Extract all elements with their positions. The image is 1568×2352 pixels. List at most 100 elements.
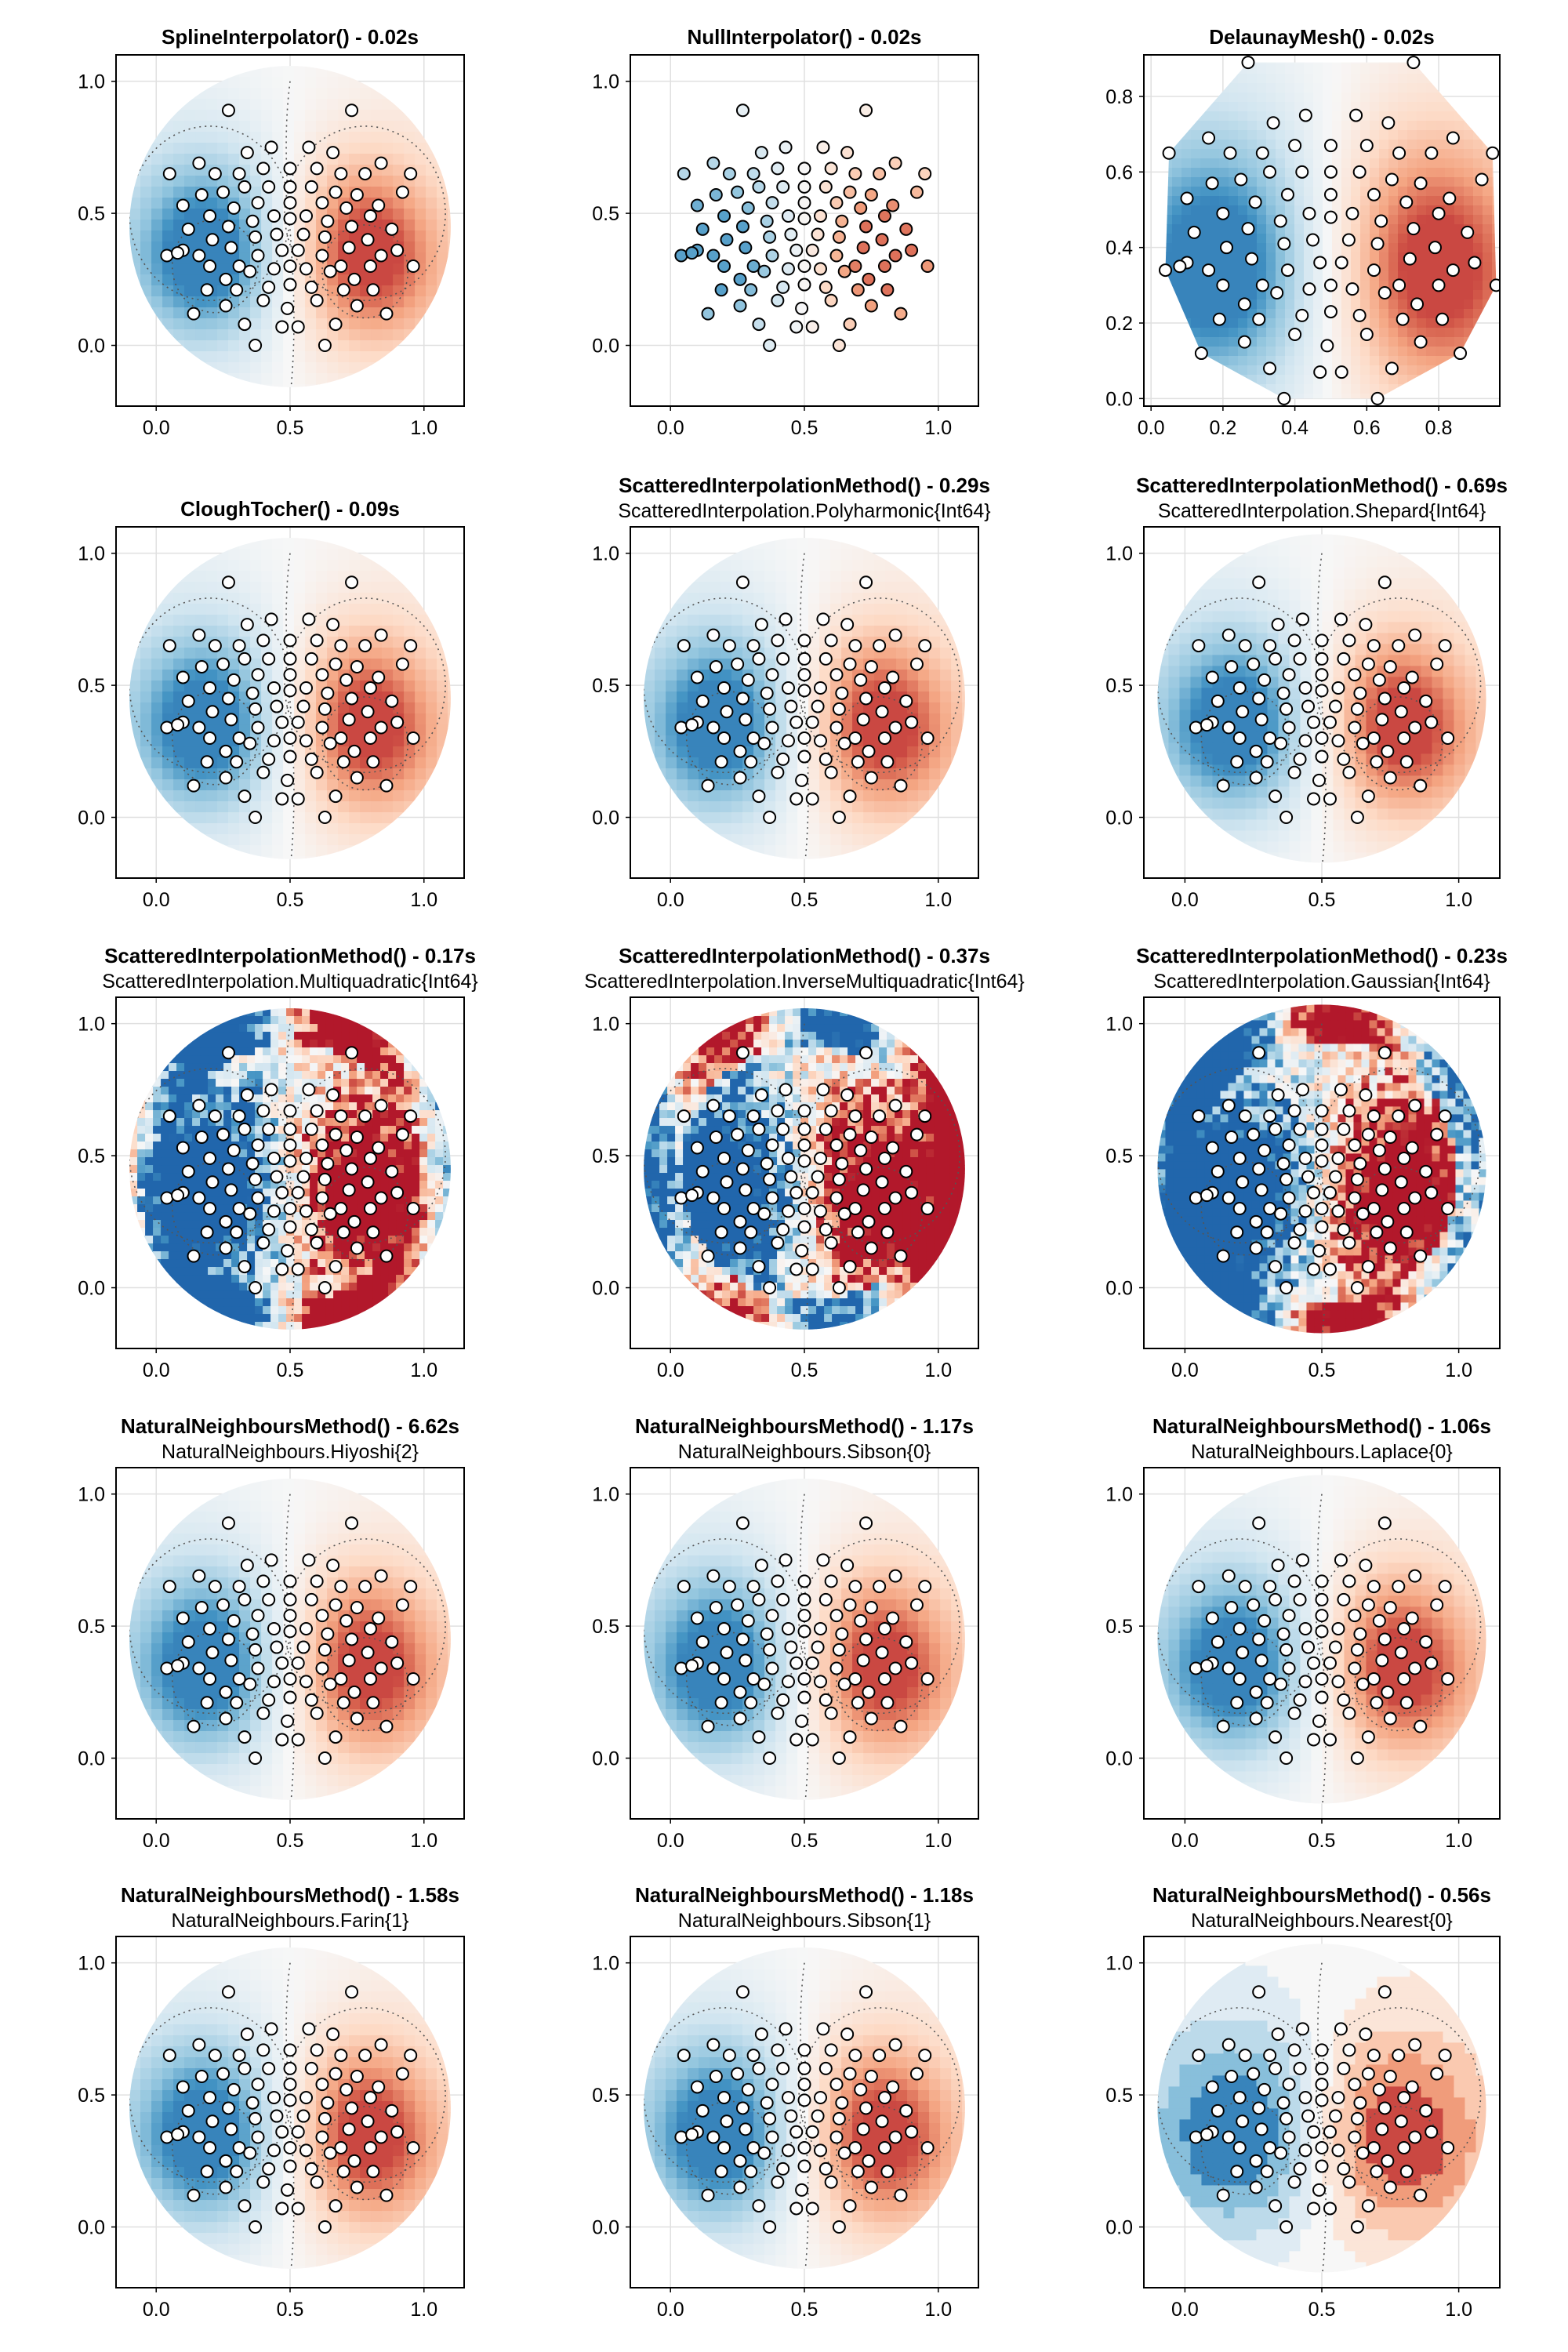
sensor-marker xyxy=(1399,1225,1414,1240)
sensor-marker xyxy=(318,339,332,353)
sensor-marker xyxy=(385,1635,399,1649)
sensor-marker xyxy=(695,222,710,236)
sensor-marker xyxy=(374,1569,388,1583)
sensor-marker xyxy=(746,259,760,273)
sensor-marker xyxy=(318,1751,332,1766)
sensor-marker xyxy=(205,1175,220,1189)
interpolated-field xyxy=(644,538,965,859)
sensor-marker xyxy=(1361,1260,1375,1274)
sensor-marker xyxy=(227,1143,241,1157)
sensor-marker xyxy=(829,668,844,682)
sensor-marker xyxy=(267,262,281,276)
sensor-marker xyxy=(873,639,887,653)
sensor-marker xyxy=(283,684,297,698)
sensor-marker xyxy=(1432,206,1446,220)
sensor-marker xyxy=(1230,755,1244,769)
sensor-marker xyxy=(1377,1162,1392,1176)
y-tick-label: 0.0 xyxy=(1105,1748,1133,1770)
sensor-marker xyxy=(339,1613,354,1628)
sensor-marker xyxy=(374,1098,388,1112)
sensor-marker xyxy=(230,283,244,297)
sensor-marker xyxy=(760,1627,774,1641)
sensor-marker xyxy=(374,628,388,642)
sensor-marker xyxy=(862,1214,876,1229)
sensor-marker xyxy=(848,259,862,273)
sensor-marker xyxy=(1216,779,1230,793)
sensor-marker xyxy=(1361,1127,1375,1142)
sensor-marker xyxy=(832,2220,846,2234)
sensor-marker xyxy=(1438,2049,1452,2063)
sensor-markers xyxy=(674,1516,935,1766)
sensor-marker xyxy=(283,1671,297,1686)
sensor-marker xyxy=(192,1569,206,1583)
sensor-marker xyxy=(1414,2188,1428,2202)
sensor-marker xyxy=(1315,652,1329,666)
sensor-marker xyxy=(208,167,222,181)
sensor-marker xyxy=(249,702,263,716)
sensor-marker xyxy=(1269,1260,1283,1274)
sensor-marker xyxy=(1342,2043,1356,2057)
y-tick-label: 1.0 xyxy=(1105,1014,1133,1036)
sensor-marker xyxy=(245,1627,260,1641)
sensor-marker xyxy=(746,1109,760,1123)
sensor-marker xyxy=(848,1201,862,1215)
sensor-marker xyxy=(843,1598,857,1612)
sensor-marker xyxy=(1377,575,1392,590)
sensor-marker xyxy=(342,713,356,727)
x-tick-label: 0.0 xyxy=(143,889,170,911)
sensor-marker xyxy=(1210,1164,1225,1178)
sensor-marker xyxy=(194,1131,209,1145)
sensor-marker xyxy=(203,2090,217,2104)
sensor-marker xyxy=(1348,1609,1362,1623)
y-tick-label: 0.5 xyxy=(1105,1616,1133,1638)
sensor-marker xyxy=(733,2180,747,2194)
sensor-marker xyxy=(1345,206,1359,220)
sensor-marker xyxy=(782,1675,796,1689)
sensor-marker xyxy=(1361,789,1375,804)
sensor-marker xyxy=(771,1104,785,1118)
sensor-marker xyxy=(1282,1609,1296,1623)
sensor-marker xyxy=(176,2080,190,2094)
sensor-marker xyxy=(283,2078,297,2092)
sensor-marker xyxy=(232,1671,246,1686)
sensor-marker xyxy=(221,1046,235,1060)
sensor-marker xyxy=(1367,263,1381,278)
sensor-marker xyxy=(270,699,284,713)
sensor-marker xyxy=(1331,1675,1345,1689)
sensor-marker xyxy=(283,731,297,745)
sensor-marker xyxy=(336,283,350,297)
sensor-marker xyxy=(695,1635,710,1649)
sensor-marker xyxy=(264,1083,278,1097)
sensor-marker xyxy=(326,1088,340,1102)
sensor-marker xyxy=(864,2180,878,2194)
sensor-marker xyxy=(366,1696,380,1710)
sensor-marker xyxy=(1232,731,1247,745)
y-tick-label: 0.6 xyxy=(1105,162,1133,183)
sensor-marker xyxy=(837,1677,851,1691)
x-tick-label: 0.5 xyxy=(791,1359,818,1381)
sensor-marker xyxy=(1306,233,1320,247)
sensor-marker xyxy=(859,220,873,234)
sensor-marker xyxy=(160,2130,174,2144)
sensor-marker xyxy=(363,2090,377,2104)
sensor-marker xyxy=(784,227,798,241)
sensor-marker xyxy=(706,249,720,263)
sensor-marker xyxy=(1216,2188,1230,2202)
sensor-marker xyxy=(741,673,755,687)
x-tick-label: 1.0 xyxy=(410,1830,437,1852)
sensor-marker xyxy=(835,686,849,700)
sensor-marker xyxy=(283,668,297,682)
sensor-marker xyxy=(905,715,919,729)
sensor-marker xyxy=(318,2220,332,2234)
sensor-marker xyxy=(864,1601,878,1615)
sensor-marker xyxy=(824,1236,838,1250)
sensor-marker xyxy=(350,771,364,785)
sensor-marker xyxy=(350,2180,364,2194)
sensor-marker xyxy=(722,167,736,181)
y-tick-label: 0.5 xyxy=(592,675,619,697)
sensor-marker xyxy=(706,1661,720,1675)
sensor-marker xyxy=(776,280,790,294)
sensor-marker xyxy=(1307,2125,1321,2139)
x-tick-label: 0.6 xyxy=(1353,417,1381,439)
